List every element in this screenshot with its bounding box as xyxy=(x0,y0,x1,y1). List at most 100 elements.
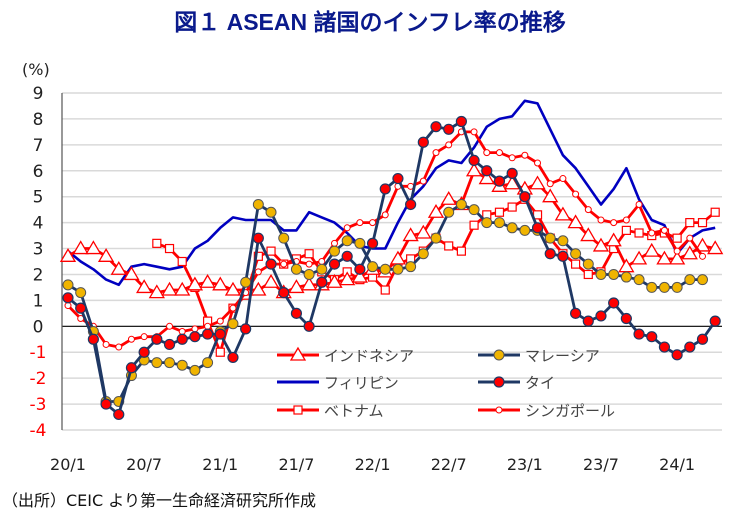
gold-circle-marker xyxy=(519,224,531,236)
small-circle-marker xyxy=(546,180,554,188)
gold-circle-marker xyxy=(570,248,582,260)
triangle-marker xyxy=(592,237,610,252)
small-circle-marker xyxy=(166,322,174,330)
red-circle-marker xyxy=(595,310,607,322)
triangle-marker xyxy=(212,276,229,291)
x-tick-label: 22/7 xyxy=(431,455,467,474)
small-circle-marker xyxy=(318,258,326,265)
red-circle-marker xyxy=(531,222,544,234)
small-circle-marker xyxy=(127,335,135,343)
gold-circle-marker xyxy=(544,232,556,244)
triangle-marker xyxy=(656,250,673,265)
red-circle-marker xyxy=(608,297,620,309)
triangle-marker xyxy=(250,281,267,296)
triangle-marker xyxy=(339,271,356,286)
square-marker xyxy=(672,233,682,243)
red-circle-marker xyxy=(493,175,506,187)
small-circle-marker xyxy=(508,154,516,162)
red-circle-marker xyxy=(354,263,366,275)
square-marker xyxy=(634,228,644,238)
gold-circle-marker xyxy=(417,248,429,260)
gold-circle-marker xyxy=(430,232,442,244)
square-marker xyxy=(685,218,695,228)
series-line xyxy=(67,130,704,349)
red-circle-marker xyxy=(151,333,163,345)
red-circle-marker xyxy=(138,346,150,358)
gold-circle-marker xyxy=(582,258,594,270)
gold-circle-marker xyxy=(164,357,176,369)
series-2 xyxy=(67,99,716,287)
triangle-marker xyxy=(148,284,165,299)
red-circle-marker xyxy=(113,408,125,421)
red-circle-marker xyxy=(75,302,87,314)
small-circle-marker xyxy=(191,325,199,333)
source-note: （出所）CEIC より第一生命経済研究所作成 xyxy=(2,491,316,510)
red-circle-marker xyxy=(87,333,99,345)
small-circle-marker xyxy=(432,149,440,157)
red-circle-marker xyxy=(493,376,505,388)
gold-circle-marker xyxy=(379,263,391,275)
small-circle-marker xyxy=(673,247,681,255)
x-tick-label: 23/7 xyxy=(583,455,619,474)
red-circle-marker xyxy=(341,250,353,262)
gold-circle-marker xyxy=(227,318,239,330)
red-circle-marker xyxy=(125,362,138,374)
series-line xyxy=(67,203,703,403)
red-circle-marker xyxy=(430,121,442,133)
red-circle-marker xyxy=(709,315,721,327)
triangle-marker xyxy=(415,224,432,239)
gold-circle-marker xyxy=(62,279,74,291)
gold-circle-marker xyxy=(684,274,696,286)
red-circle-marker xyxy=(303,320,315,332)
small-circle-marker xyxy=(356,219,364,227)
red-circle-marker xyxy=(696,333,709,345)
red-circle-marker xyxy=(569,307,582,319)
y-tick-label: -1 xyxy=(30,343,47,363)
triangle-marker xyxy=(427,203,445,218)
triangle-marker xyxy=(161,281,178,296)
small-circle-marker xyxy=(330,239,338,247)
gold-circle-marker xyxy=(455,198,467,210)
small-circle-marker xyxy=(686,234,694,242)
red-circle-marker xyxy=(240,323,252,335)
y-tick-label: 2 xyxy=(33,265,44,285)
small-circle-marker xyxy=(381,211,389,219)
red-circle-marker xyxy=(506,167,518,179)
small-circle-marker xyxy=(254,268,262,276)
red-circle-marker xyxy=(544,248,556,260)
triangle-marker xyxy=(300,276,318,291)
square-marker xyxy=(266,246,276,256)
triangle-marker xyxy=(605,232,622,247)
square-marker xyxy=(621,225,631,235)
gold-circle-marker xyxy=(278,232,290,244)
square-marker xyxy=(456,246,466,256)
square-marker xyxy=(494,207,505,217)
red-circle-marker xyxy=(328,258,341,270)
red-circle-marker xyxy=(481,165,493,177)
small-circle-marker xyxy=(445,141,453,149)
triangle-marker xyxy=(351,268,369,283)
triangle-marker xyxy=(402,227,419,242)
y-tick-label: -4 xyxy=(30,421,47,441)
small-circle-marker xyxy=(584,206,592,214)
gold-circle-marker xyxy=(646,281,658,293)
small-circle-marker xyxy=(280,260,288,268)
triangle-marker xyxy=(289,346,307,361)
gold-circle-marker xyxy=(189,364,201,376)
red-circle-marker xyxy=(366,237,379,249)
gold-circle-marker xyxy=(303,268,315,280)
triangle-marker xyxy=(580,227,597,242)
small-circle-marker xyxy=(115,343,123,351)
series-3 xyxy=(62,115,721,421)
square-marker xyxy=(380,285,390,295)
small-circle-marker xyxy=(648,229,656,237)
triangle-marker xyxy=(542,188,559,203)
red-circle-marker xyxy=(290,307,303,319)
y-tick-label: 3 xyxy=(33,240,44,260)
triangle-marker xyxy=(630,250,648,265)
series-line xyxy=(67,120,717,416)
triangle-marker xyxy=(186,276,204,291)
y-axis-unit: (%) xyxy=(22,60,50,79)
y-tick-label: 8 xyxy=(33,110,44,130)
small-circle-marker xyxy=(305,260,313,268)
